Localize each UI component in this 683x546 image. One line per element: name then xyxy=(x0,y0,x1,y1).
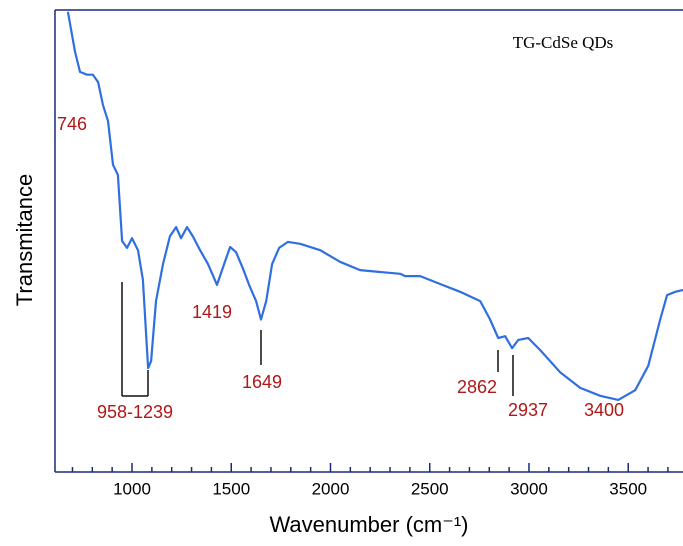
peak-annotation: 2862 xyxy=(457,377,497,397)
peak-annotation: 2937 xyxy=(508,400,548,420)
x-tick-label: 2000 xyxy=(312,479,350,498)
annotation-leaders xyxy=(121,282,514,397)
spectrum-line xyxy=(66,11,683,401)
x-tick-label: 2500 xyxy=(411,479,449,498)
peak-annotation: 958-1239 xyxy=(97,402,173,422)
x-tick-label: 3000 xyxy=(510,479,548,498)
peak-annotation: 1419 xyxy=(192,302,232,322)
peak-annotation: 3400 xyxy=(584,400,624,420)
x-tick-label: 3500 xyxy=(609,479,647,498)
y-axis-label: Transmitance xyxy=(12,174,37,306)
x-tick-label: 1000 xyxy=(113,479,151,498)
x-tick-label: 1500 xyxy=(212,479,250,498)
x-axis-label: Wavenumber (cm⁻¹) xyxy=(269,512,468,537)
peak-annotation: 1649 xyxy=(242,372,282,392)
chart-title: TG-CdSe QDs xyxy=(513,33,614,52)
peak-annotation: 746 xyxy=(57,114,87,134)
